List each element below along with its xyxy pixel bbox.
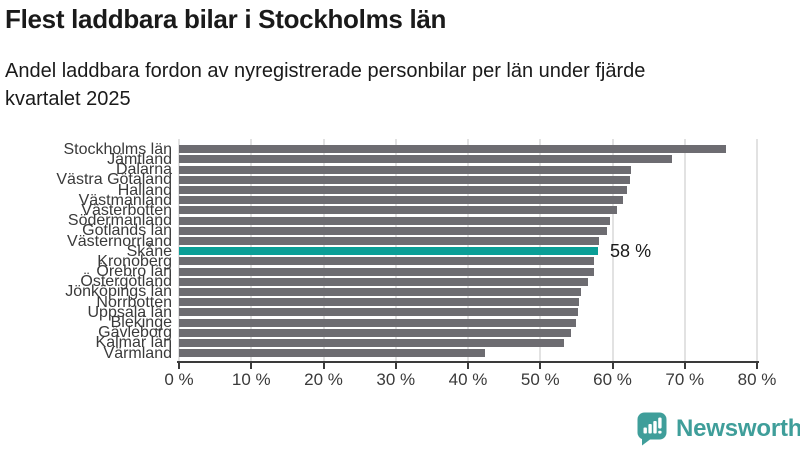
y-axis-label: Örebro län <box>96 263 172 281</box>
y-axis-label: Dalarna <box>115 161 172 179</box>
y-axis-label: Uppsala län <box>87 303 173 321</box>
bar <box>179 216 611 225</box>
y-axis-label: Kalmar län <box>95 334 172 352</box>
bar <box>179 155 672 164</box>
bar <box>179 298 580 307</box>
x-axis-tick <box>611 363 614 369</box>
y-axis-label: Västernorrland <box>67 232 172 250</box>
y-axis-label: Blekinge <box>110 314 172 332</box>
bar <box>179 318 577 327</box>
y-axis-label: Gotlands län <box>82 222 172 240</box>
y-axis-label: Jämtland <box>107 150 172 168</box>
x-axis-tick <box>250 363 253 369</box>
y-axis-label: Södermanland <box>67 212 172 230</box>
x-axis-tick-label: 40 % <box>448 370 488 389</box>
x-axis-tick-label: 30 % <box>376 370 416 389</box>
x-axis-tick-label: 50 % <box>520 370 560 389</box>
bar <box>179 145 726 154</box>
bar <box>179 287 581 296</box>
chart-subtitle: Andel laddbara fordon av nyregistrerade … <box>5 57 645 113</box>
chart-subtitle-line-2: kvartalet 2025 <box>5 88 131 110</box>
x-axis-tick-label: 80 % <box>737 370 777 389</box>
x-axis-tick <box>322 363 325 369</box>
brand-footer: Newsworthy <box>636 411 800 446</box>
gridline <box>611 139 614 361</box>
bar <box>179 186 627 195</box>
x-axis-tick <box>394 363 397 369</box>
chart-subtitle-line-1: Andel laddbara fordon av nyregistrerade … <box>5 60 646 82</box>
gridline <box>756 139 758 361</box>
bar <box>179 349 486 358</box>
bar <box>179 206 617 215</box>
x-axis-tick <box>539 363 542 369</box>
y-axis-label: Kronoberg <box>97 252 172 270</box>
x-axis-tick-label: 10 % <box>231 370 271 389</box>
x-axis-line <box>177 361 759 363</box>
newsworthy-logo-icon <box>637 412 667 446</box>
chart-title: Flest laddbara bilar i Stockholms län <box>5 4 447 34</box>
bar <box>179 237 599 245</box>
bar <box>179 196 623 205</box>
x-axis-tick <box>467 363 469 369</box>
bar <box>179 165 631 174</box>
y-axis-label: Stockholms län <box>63 140 173 158</box>
y-axis-label: Skåne <box>126 242 172 260</box>
x-axis-tick <box>178 363 180 369</box>
bar <box>179 328 571 337</box>
y-axis-label: Västra Götaland <box>56 171 172 189</box>
gridline <box>683 139 686 361</box>
y-axis-label: Norrbotten <box>96 293 172 311</box>
y-axis-label: Jönköpings län <box>65 283 172 301</box>
x-axis-tick-label: 0 % <box>164 370 194 389</box>
y-axis-label: Värmland <box>103 344 172 362</box>
brand-name: Newsworthy <box>676 414 800 442</box>
x-axis-tick <box>683 363 686 369</box>
y-axis-label: Västmanland <box>78 191 172 209</box>
x-axis-tick <box>756 363 758 369</box>
bar <box>179 308 578 317</box>
y-axis-label: Gävleborg <box>98 324 172 342</box>
bar <box>179 277 588 286</box>
bar <box>179 338 565 347</box>
bar-highlighted <box>179 247 599 256</box>
bar <box>179 267 594 276</box>
y-axis-label: Halland <box>117 181 172 199</box>
bar <box>179 175 630 184</box>
bar <box>179 257 595 266</box>
bar <box>179 226 608 235</box>
x-axis-tick-label: 20 % <box>304 370 343 389</box>
y-axis-label: Östergötland <box>80 273 172 291</box>
highlight-value-label: 58 % <box>610 241 652 262</box>
y-axis-label: Västerbotten <box>81 201 172 219</box>
x-axis-tick-label: 60 % <box>593 370 632 389</box>
x-axis-tick-label: 70 % <box>665 370 705 389</box>
